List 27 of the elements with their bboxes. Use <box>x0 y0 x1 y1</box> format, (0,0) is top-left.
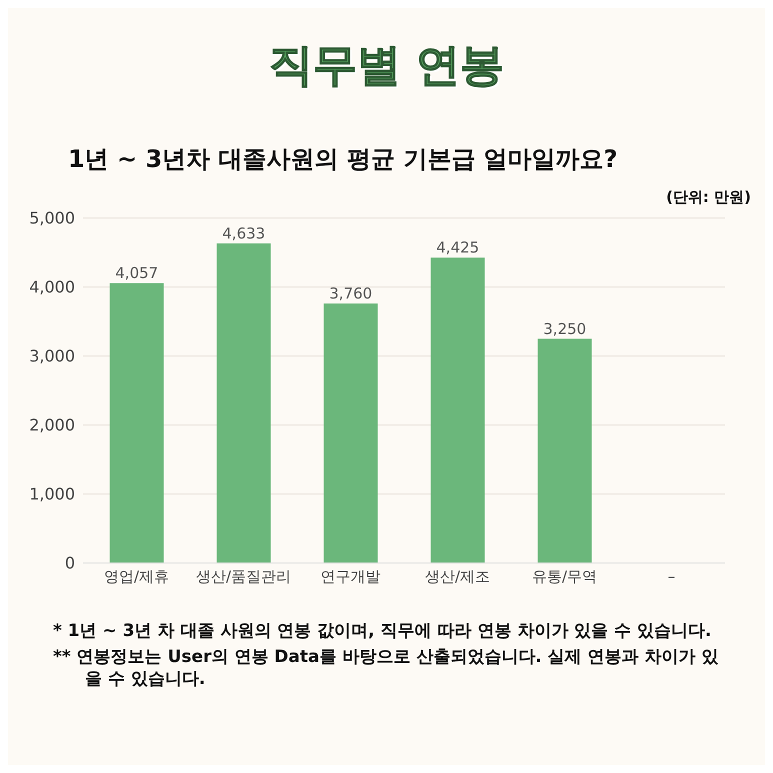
bar <box>216 243 271 563</box>
chart-title: 직무별 연봉 <box>268 39 506 93</box>
y-tick-label: 2,000 <box>29 416 75 435</box>
bar <box>538 338 592 563</box>
x-tick-label: 영업/제휴 <box>104 568 170 586</box>
y-tick-label: 3,000 <box>29 346 75 366</box>
bar <box>430 258 485 563</box>
x-tick-label: 연구개발 <box>320 568 380 586</box>
data-label: 3,760 <box>329 284 372 303</box>
y-tick-label: 5,000 <box>29 208 75 228</box>
data-label: 3,250 <box>543 320 586 338</box>
chart-subtitle: 1년 ~ 3년차 대졸사원의 평균 기본급 얼마일까요? <box>68 144 618 175</box>
data-label: 4,057 <box>115 264 158 282</box>
text: * 1년 ~ 3년 차 대졸 사원의 연봉 값이며, 직무에 따라 연봉 차이가 있을 수 있습니다. <box>53 620 712 642</box>
bar <box>110 283 164 563</box>
text: ** 연봉정보는 User의 연봉 Data를 바탕으로 산출되었습니다. 실제 연봉과 차이가 있을 수 있습니다. <box>53 646 720 690</box>
bar <box>324 304 378 563</box>
data-label: 4,425 <box>436 238 480 257</box>
x-tick-label: – <box>668 568 676 586</box>
y-tick-label: 1,000 <box>29 484 75 504</box>
x-tick-label: 유통/무역 <box>532 568 598 586</box>
text: (단위: 만원) <box>666 188 751 207</box>
x-tick-label: 생산/제조 <box>424 568 490 586</box>
y-tick-label: 0 <box>64 554 75 573</box>
data-label: 4,633 <box>222 224 266 242</box>
x-tick-label: 생산/품질관리 <box>196 568 292 586</box>
y-tick-label: 4,000 <box>29 278 75 297</box>
